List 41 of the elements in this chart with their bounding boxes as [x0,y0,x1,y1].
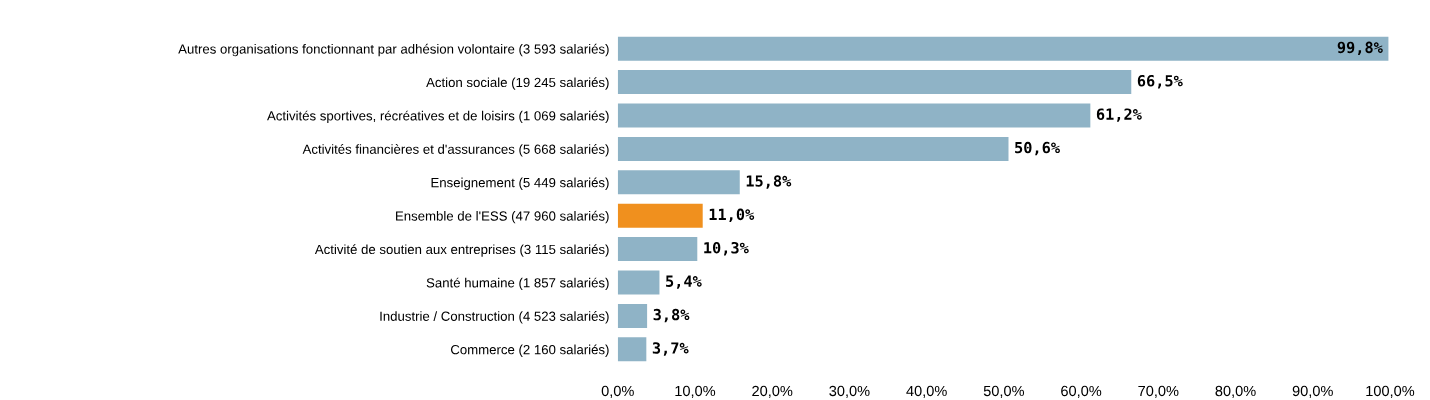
x-tick-label: 30,0% [829,385,870,398]
y-tick-label: Action sociale (19 245 salariés) [426,77,609,90]
x-tick-label: 100,0% [1366,385,1415,398]
bar [617,70,1132,95]
data-label: 3,7% [652,342,689,356]
y-tick-label: Santé humaine (1 857 salariés) [426,277,609,291]
x-tick-label: 80,0% [1215,385,1256,398]
x-tick-label: 20,0% [752,385,793,398]
bar [617,36,1389,61]
bar [617,136,1009,161]
bar [617,203,703,228]
bar [617,103,1091,128]
data-label: 3,8% [653,308,690,323]
data-label: 61,2% [1096,108,1142,122]
y-tick-label: Activités sportives, récréatives et de loisirs (1 069 salariés) [267,110,609,124]
data-label: 15,8% [746,175,792,189]
y-tick-label: Industrie / Construction (4 523 salariés) [380,311,609,324]
data-label: 5,4% [666,275,702,289]
bar [617,337,647,362]
y-tick-label: Ensemble de l'ESS (47 960 salariés) [396,210,609,224]
bar [617,303,648,328]
data-label: 99,8% [1337,41,1383,56]
y-tick-label: Activité de soutien aux entreprises (3 115 salariés) [314,244,609,257]
x-tick-label: 60,0% [1061,385,1102,398]
y-tick-label: Enseignement (5 449 salariés) [431,177,609,190]
data-label: 50,6% [1015,141,1060,156]
y-tick-label: Commerce (2 160 salariés) [450,344,609,357]
data-label: 66,5% [1137,74,1183,89]
x-tick-label: 10,0% [675,385,716,398]
bar [617,237,698,262]
x-tick-label: 90,0% [1292,385,1333,398]
x-tick-label: 40,0% [906,385,947,398]
y-tick-label: Autres organisations fonctionnant par adhésion volontaire (3 593 salariés) [178,43,609,57]
y-tick-label: Activités financières et d'assurances (5 668 salariés) [302,144,609,157]
x-tick-label: 50,0% [983,385,1025,398]
bar [617,170,740,195]
bar [617,270,660,295]
data-label: 10,3% [704,241,749,256]
x-tick-label: 70,0% [1138,385,1179,398]
data-label: 11,0% [709,208,755,223]
x-tick-label: 0,0% [601,385,634,398]
